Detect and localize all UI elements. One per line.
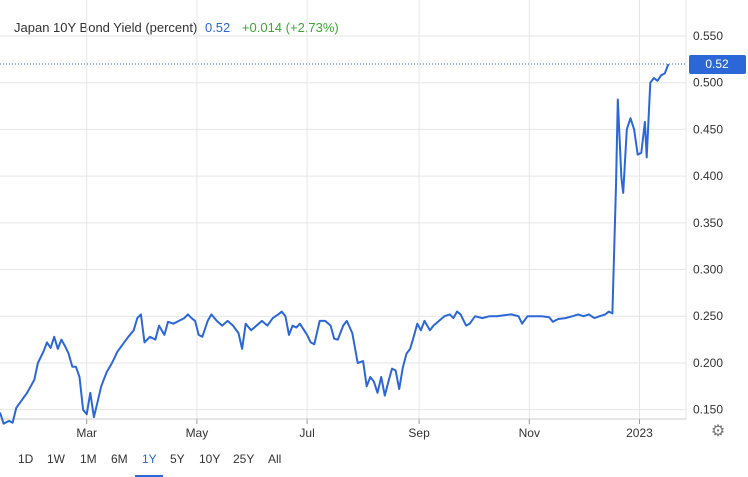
series-layer xyxy=(0,63,670,425)
change-value: +0.014 (+2.73%) xyxy=(241,20,339,35)
x-tick-label: Nov xyxy=(519,426,540,440)
active-range-underline xyxy=(135,475,163,477)
range-button-10y[interactable]: 10Y xyxy=(199,452,221,466)
y-tick-label: 0.150 xyxy=(693,403,723,417)
y-tick-label: 0.350 xyxy=(693,216,723,230)
y-tick-label: 0.400 xyxy=(693,169,723,183)
y-axis-labels: 0.550 0.500 0.450 0.400 0.350 0.300 0.250 0.200… xyxy=(693,29,723,417)
range-button-1y[interactable]: 1Y xyxy=(142,452,157,466)
range-button-1m[interactable]: 1M xyxy=(80,452,97,466)
range-button-all[interactable]: All xyxy=(268,452,282,466)
line-chart[interactable]: 0.550 0.500 0.450 0.400 0.350 0.300 0.250 0.200… xyxy=(0,0,748,444)
range-button-1w[interactable]: 1W xyxy=(47,452,65,466)
y-tick-label: 0.250 xyxy=(693,309,723,323)
current-value-badge-label: 0.52 xyxy=(705,57,729,71)
y-tick-label: 0.200 xyxy=(693,356,723,370)
x-tick-label: Jul xyxy=(299,426,314,440)
current-value-badge xyxy=(689,55,746,75)
y-tick-label: 0.450 xyxy=(693,122,723,136)
y-tick-label: 0.500 xyxy=(693,76,723,90)
grid-lines xyxy=(0,0,687,424)
chart-title: Japan 10Y Bond Yield (percent) xyxy=(14,20,198,35)
range-selector: 1D 1W 1M 6M 1Y 5Y 10Y 25Y All xyxy=(0,444,748,477)
current-value: 0.52 xyxy=(204,20,231,35)
y-tick-label: 0.550 xyxy=(693,29,723,43)
range-button-25y[interactable]: 25Y xyxy=(233,452,255,466)
current-value-marker: 0.52 xyxy=(0,55,746,75)
x-tick-label: Sep xyxy=(408,426,430,440)
x-tick-label: 2023 xyxy=(626,426,653,440)
x-tick-label: May xyxy=(186,426,209,440)
y-tick-label: 0.300 xyxy=(693,263,723,277)
x-axis-labels: Mar May Jul Sep Nov 2023 xyxy=(76,426,653,440)
range-button-5y[interactable]: 5Y xyxy=(170,452,185,466)
chart-header: Japan 10Y Bond Yield (percent) 0.52 +0.0… xyxy=(14,20,343,35)
range-button-6m[interactable]: 6M xyxy=(111,452,128,466)
x-tick-label: Mar xyxy=(76,426,97,440)
range-button-1d[interactable]: 1D xyxy=(18,452,34,466)
series-line xyxy=(0,63,670,425)
gear-icon[interactable]: ⚙ xyxy=(710,423,726,440)
